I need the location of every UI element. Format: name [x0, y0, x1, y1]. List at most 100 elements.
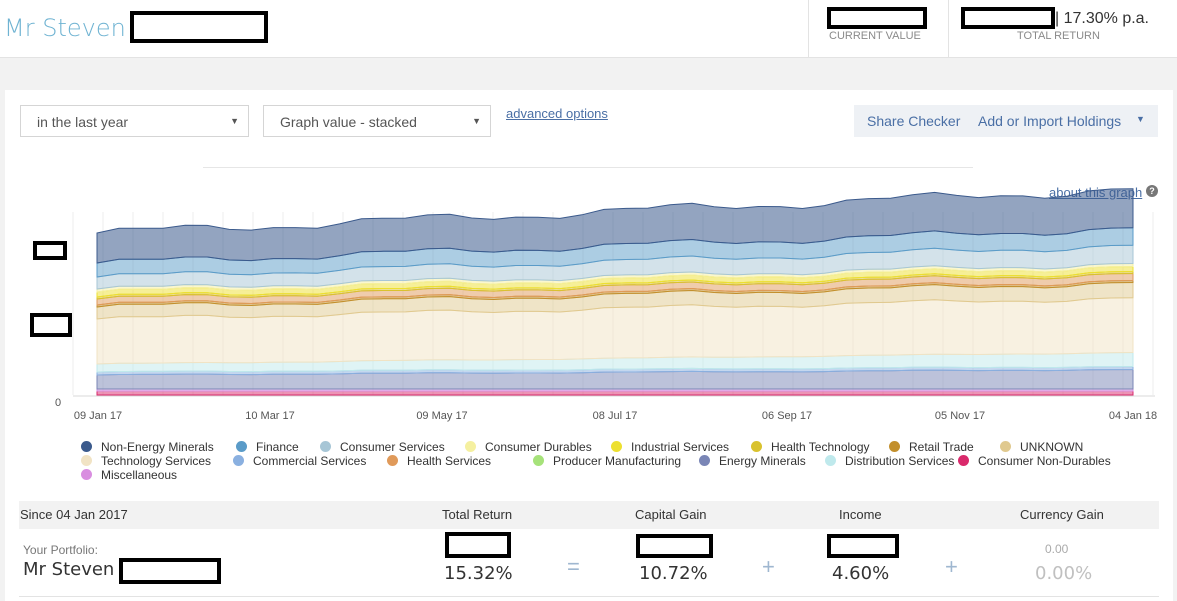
plus-sign: +: [762, 554, 775, 579]
income-header: Income: [839, 507, 882, 522]
legend-swatch-icon: [320, 441, 331, 452]
advanced-options-link[interactable]: advanced options: [506, 106, 608, 121]
share-checker-button[interactable]: Share Checker: [867, 113, 961, 129]
legend-swatch-icon: [699, 455, 710, 466]
total-return-label: TOTAL RETURN: [1017, 30, 1100, 42]
x-tick-label: 08 Jul 17: [593, 410, 638, 422]
redacted-block: [445, 532, 511, 558]
legend-label: Energy Minerals: [719, 454, 806, 468]
legend-label: Retail Trade: [909, 440, 974, 454]
summary-header: Since 04 Jan 2017 Total Return Capital G…: [19, 501, 1159, 529]
legend-swatch-icon: [387, 455, 398, 466]
legend-item[interactable]: UNKNOWN: [1000, 440, 1083, 454]
legend-swatch-icon: [465, 441, 476, 452]
divider: [203, 167, 973, 168]
x-tick-label: 06 Sep 17: [762, 410, 812, 422]
legend-label: Commercial Services: [253, 454, 367, 468]
help-icon[interactable]: ?: [1146, 185, 1158, 197]
portfolio-header: Mr Steven CURRENT VALUE | 17.30% p.a. TO…: [0, 0, 1177, 58]
total-return-percent: 15.32%: [444, 563, 513, 584]
redacted-block: [636, 534, 713, 558]
legend-swatch-icon: [611, 441, 622, 452]
redacted-block: [961, 7, 1055, 29]
your-portfolio-label: Your Portfolio:: [23, 543, 98, 557]
legend-label: Health Technology: [771, 440, 870, 454]
add-import-holdings-button[interactable]: Add or Import Holdings: [978, 113, 1122, 129]
legend-item[interactable]: Health Technology: [751, 440, 870, 454]
legend-label: Consumer Services: [340, 440, 445, 454]
legend-swatch-icon: [236, 441, 247, 452]
legend-item[interactable]: Consumer Services: [320, 440, 445, 454]
caret-down-icon: ▼: [230, 116, 239, 126]
legend-swatch-icon: [825, 455, 836, 466]
legend-label: UNKNOWN: [1020, 440, 1084, 454]
portfolio-owner-name: Mr Steven: [4, 14, 126, 42]
x-tick-label: 10 Mar 17: [245, 410, 295, 422]
area-series-non-energy-minerals[interactable]: [96, 188, 1134, 264]
legend-item[interactable]: Distribution Services: [825, 454, 954, 468]
redacted-block: [119, 558, 221, 584]
capital-gain-header: Capital Gain: [635, 507, 707, 522]
legend-item[interactable]: Health Services: [387, 454, 491, 468]
legend-swatch-icon: [81, 455, 92, 466]
redacted-block: [130, 11, 268, 43]
legend-item[interactable]: Producer Manufacturing: [533, 454, 681, 468]
legend-item[interactable]: Miscellaneous: [81, 468, 177, 482]
stacked-area-chart: 09 Jan 17 10 Mar 17 09 May 17 08 Jul 17 06 S…: [55, 188, 1157, 422]
y-tick-zero: 0: [55, 397, 61, 409]
legend-label: Consumer Non-Durables: [978, 454, 1111, 468]
currency-gain-percent: 0.00%: [1035, 563, 1093, 584]
legend-item[interactable]: Technology Services: [81, 454, 211, 468]
legend-item[interactable]: Consumer Durables: [465, 440, 592, 454]
x-tick-label: 09 Jan 17: [74, 410, 122, 422]
legend-label: Health Services: [407, 454, 492, 468]
legend-item[interactable]: Energy Minerals: [699, 454, 806, 468]
legend-label: Industrial Services: [631, 440, 730, 454]
total-return-value: | 17.30% p.a.: [1055, 10, 1149, 27]
legend-swatch-icon: [751, 441, 762, 452]
legend-item[interactable]: Consumer Non-Durables: [958, 454, 1111, 468]
portfolio-name: Mr Steven: [23, 559, 115, 580]
legend-item[interactable]: Industrial Services: [611, 440, 729, 454]
graph-mode-select-value: Graph value - stacked: [280, 114, 417, 130]
legend-label: Miscellaneous: [101, 468, 178, 482]
action-button-bar: Share Checker Add or Import Holdings ▼: [854, 105, 1158, 137]
redacted-block: [827, 534, 899, 558]
legend-swatch-icon: [889, 441, 900, 452]
caret-down-icon: ▼: [472, 116, 481, 126]
legend-swatch-icon: [958, 455, 969, 466]
legend-swatch-icon: [533, 455, 544, 466]
graph-mode-select[interactable]: Graph value - stacked ▼: [263, 105, 491, 137]
equals-sign: =: [567, 554, 580, 579]
plus-sign: +: [945, 554, 958, 579]
redacted-block: [827, 7, 927, 29]
legend-label: Non-Energy Minerals: [101, 440, 214, 454]
capital-gain-percent: 10.72%: [639, 563, 708, 584]
total-return-cell: | 17.30% p.a. TOTAL RETURN: [948, 0, 1177, 58]
total-return-header: Total Return: [442, 507, 513, 522]
x-tick-label: 05 Nov 17: [935, 410, 985, 422]
summary-row: Your Portfolio: Mr Steven 15.32% = 10.72…: [19, 529, 1159, 597]
chart-areas: [96, 188, 1134, 396]
currency-gain-header: Currency Gain: [1020, 507, 1104, 522]
currency-gain-value: 0.00: [1045, 542, 1069, 556]
area-series-consumer-non-durables[interactable]: [96, 390, 1134, 396]
redacted-block: [33, 241, 67, 260]
current-value-cell: CURRENT VALUE: [808, 0, 948, 58]
legend-swatch-icon: [1000, 441, 1011, 452]
legend-item[interactable]: Retail Trade: [889, 440, 974, 454]
legend-label: Technology Services: [101, 454, 212, 468]
legend-item[interactable]: Commercial Services: [233, 454, 366, 468]
dropdown-arrow-icon[interactable]: ▼: [1136, 114, 1145, 124]
legend-swatch-icon: [81, 441, 92, 452]
income-percent: 4.60%: [832, 563, 890, 584]
redacted-block: [30, 313, 72, 337]
legend-item[interactable]: Finance: [236, 440, 299, 454]
period-select[interactable]: in the last year ▼: [20, 105, 249, 137]
period-select-value: in the last year: [37, 114, 129, 130]
x-axis: 09 Jan 17 10 Mar 17 09 May 17 08 Jul 17 06 S…: [74, 410, 1157, 422]
legend-label: Consumer Durables: [485, 440, 592, 454]
legend-item[interactable]: Non-Energy Minerals: [81, 440, 214, 454]
legend-swatch-icon: [233, 455, 244, 466]
x-tick-label: 04 Jan 18: [1109, 410, 1157, 422]
